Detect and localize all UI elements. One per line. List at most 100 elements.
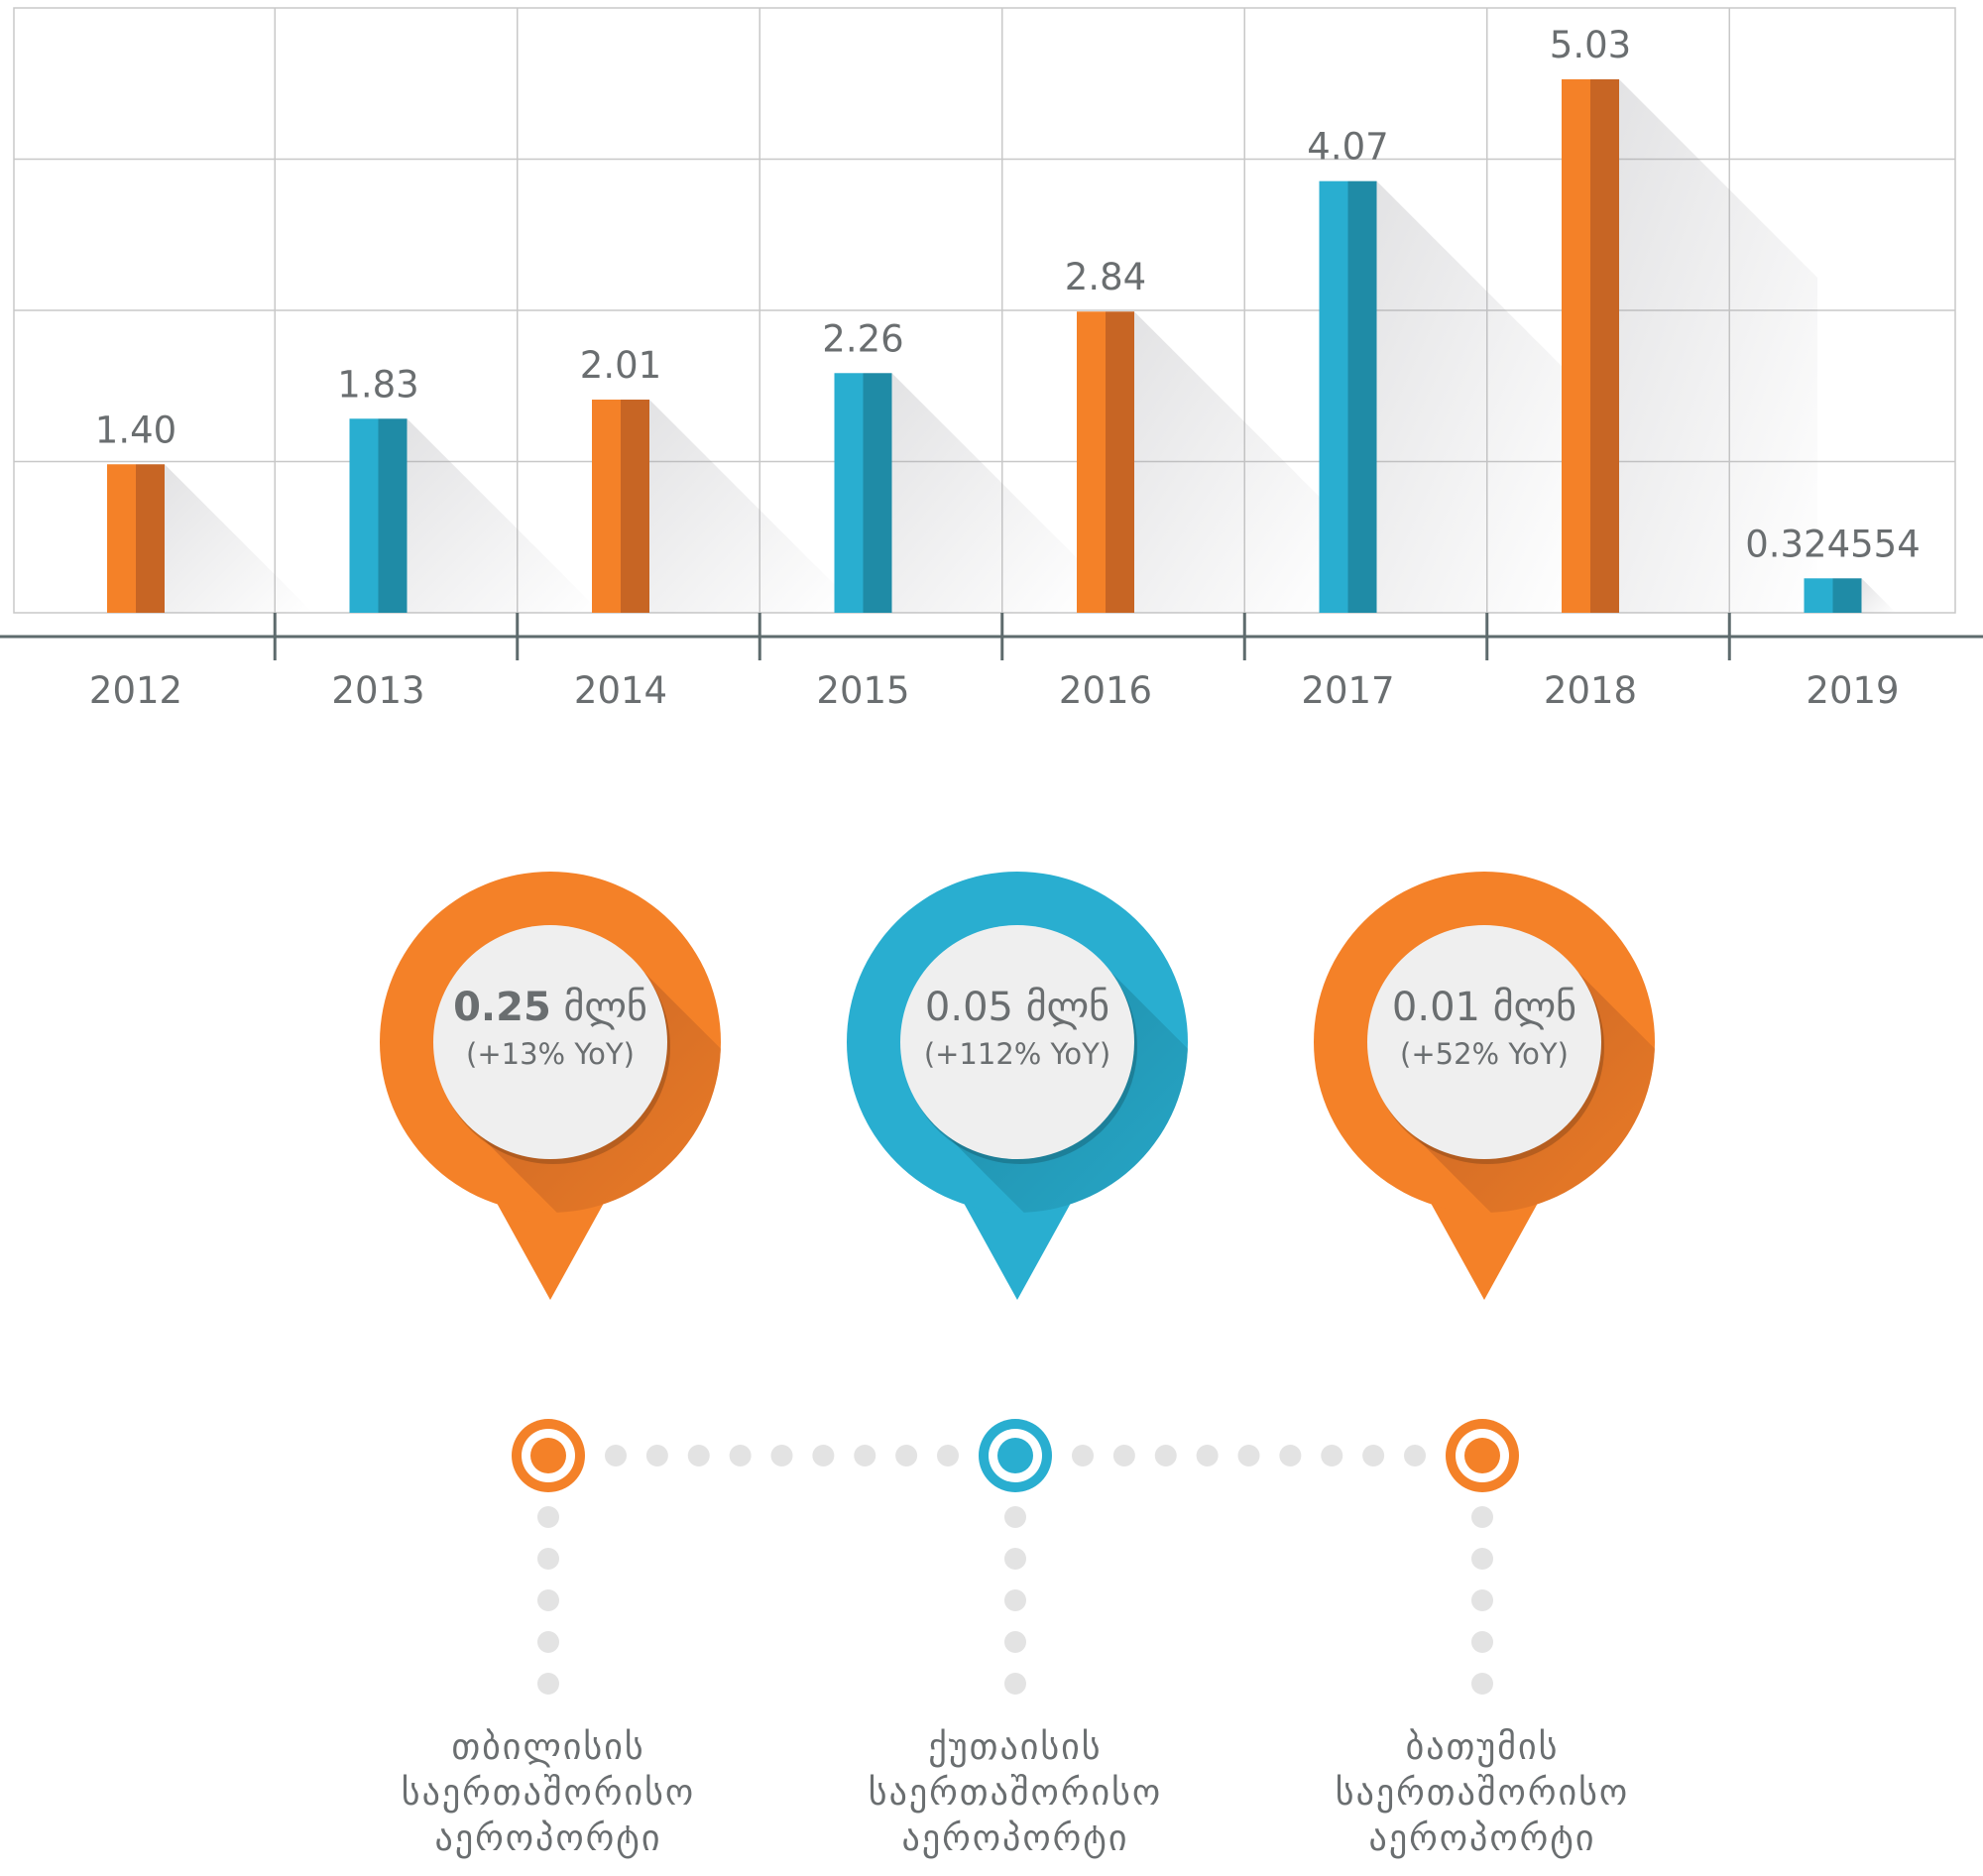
x-tick-label: 2013 [331, 669, 424, 712]
batumi-label-line-3: აეროპორტი [1368, 1818, 1596, 1859]
pin-marker-icon [847, 872, 1188, 1300]
tbilisi-passenger-value: 0.25 მლნ [453, 985, 647, 1030]
x-tick-label: 2016 [1059, 669, 1152, 712]
bar-2019 [1804, 578, 1833, 613]
tbilisi-label-line-2: საერთაშორისო [401, 1773, 696, 1814]
timeline-dot [645, 1445, 668, 1466]
bar-shadow [407, 418, 602, 613]
labels: 1.40 1.83 2.01 2.26 2.84 4.07 5.03 0.324554 2012… [89, 24, 1921, 712]
kutaisi-airport-label: ქუთაისის საერთაშორისო აეროპორტი [807, 1725, 1224, 1862]
timeline-dot [1154, 1445, 1177, 1466]
timeline-node-center [1464, 1438, 1500, 1473]
timeline-dot [537, 1589, 559, 1611]
bar-chart: 1.40 1.83 2.01 2.26 2.84 4.07 5.03 0.324554 2012… [0, 7, 1983, 712]
timeline-dot [854, 1445, 876, 1466]
bar-2017 [1319, 180, 1348, 613]
kutaisi-passenger-value: 0.05 მლნ [924, 985, 1110, 1030]
batumi-passenger-value: 0.01 მლნ [1391, 985, 1577, 1030]
kutaisi-label-line-1: ქუთაისის [928, 1727, 1103, 1768]
bar-value-label: 1.40 [95, 409, 176, 451]
timeline-dot [770, 1445, 793, 1466]
timeline-dot [537, 1631, 559, 1653]
x-axis [0, 613, 1983, 660]
bar-value-label: 2.01 [580, 344, 661, 387]
timeline-dot [1471, 1548, 1493, 1570]
timeline-dot [812, 1445, 835, 1466]
bar-side-2016 [1106, 311, 1134, 613]
bar-2018 [1562, 79, 1590, 613]
timeline-dot [537, 1548, 559, 1570]
timeline-dot [537, 1673, 559, 1695]
timeline-dot [895, 1445, 918, 1466]
tbilisi-label-line-3: აეროპორტი [434, 1818, 662, 1859]
timeline-dot [1004, 1673, 1026, 1695]
timeline-node-center [997, 1438, 1033, 1473]
bar-side-2018 [1590, 79, 1619, 613]
timeline-dot [1112, 1445, 1135, 1466]
bar-side-2019 [1832, 578, 1862, 613]
timeline-dot [537, 1506, 559, 1528]
timeline-dot [1196, 1445, 1219, 1466]
kutaisi-airport-pin: 0.05 მლნ (+112% YoY) [846, 871, 1189, 1327]
timeline-node-center [530, 1438, 566, 1473]
timeline-dot [1321, 1445, 1343, 1466]
bar-2015 [834, 373, 864, 613]
bar-side-2017 [1347, 180, 1377, 613]
bar-2012 [107, 464, 136, 613]
kutaisi-label-line-2: საერთაშორისო [868, 1773, 1163, 1814]
tbilisi-airport-label: თბილისის საერთაშორისო აეროპორტი [340, 1725, 757, 1862]
x-tick-label: 2015 [816, 669, 909, 712]
pin-tail [960, 1196, 1075, 1300]
timeline-dot [1279, 1445, 1302, 1466]
timeline-dot [1471, 1631, 1493, 1653]
tbilisi-label-line-1: თბილისის [451, 1727, 645, 1768]
airport-timeline [512, 1419, 1519, 1695]
kutaisi-yoy-change: (+112% YoY) [923, 1037, 1111, 1071]
timeline-dot [1471, 1506, 1493, 1528]
bar-shadow [891, 373, 1091, 613]
batumi-airport-label: ბათუმის საერთაშორისო აეროპორტი [1274, 1725, 1691, 1862]
bar-value-label: 4.07 [1307, 126, 1388, 169]
pin-marker-icon [1314, 872, 1655, 1300]
x-tick-label: 2012 [89, 669, 182, 712]
bar-2016 [1077, 311, 1106, 613]
bar-shadow [1861, 578, 1897, 613]
bar-value-label: 0.324554 [1745, 523, 1921, 565]
kutaisi-label-line-3: აეროპორტი [901, 1818, 1129, 1859]
timeline-dot [937, 1445, 959, 1466]
batumi-yoy-change: (+52% YoY) [1400, 1037, 1569, 1071]
bar-shadow [1619, 79, 1817, 613]
bar-value-label: 2.26 [822, 317, 903, 360]
bars [107, 79, 1862, 613]
bar-side-2012 [136, 464, 165, 613]
timeline-dot [729, 1445, 752, 1466]
bar-value-label: 2.84 [1065, 256, 1146, 298]
timeline-dot [1004, 1548, 1026, 1570]
bar-2014 [592, 400, 621, 613]
batumi-airport-pin: 0.01 მლნ (+52% YoY) [1313, 871, 1656, 1327]
bar-shadow [649, 400, 848, 613]
bar-shadow [165, 464, 313, 613]
timeline-dot [1237, 1445, 1260, 1466]
pin-inner-circle [1367, 925, 1601, 1159]
pin-tail [493, 1196, 608, 1300]
pin-marker-icon [380, 872, 721, 1300]
timeline-dot [605, 1445, 627, 1466]
x-tick-label: 2017 [1301, 669, 1394, 712]
timeline-dot [1004, 1589, 1026, 1611]
batumi-label-line-2: საერთაშორისო [1335, 1773, 1630, 1814]
bar-shadow [1376, 180, 1575, 613]
bar-shadow [1134, 311, 1333, 613]
bar-value-label: 1.83 [337, 363, 418, 406]
bar-side-2014 [621, 400, 649, 613]
bar-shadows [165, 79, 1897, 613]
pin-inner-circle [900, 925, 1134, 1159]
timeline-dot [1404, 1445, 1426, 1466]
bar-2013 [349, 418, 379, 613]
timeline-dot [1471, 1673, 1493, 1695]
timeline-dot [1072, 1445, 1094, 1466]
bar-value-label: 5.03 [1550, 24, 1631, 66]
tbilisi-yoy-change: (+13% YoY) [466, 1037, 635, 1071]
x-tick-label: 2019 [1806, 669, 1899, 712]
timeline-dot [1471, 1589, 1493, 1611]
